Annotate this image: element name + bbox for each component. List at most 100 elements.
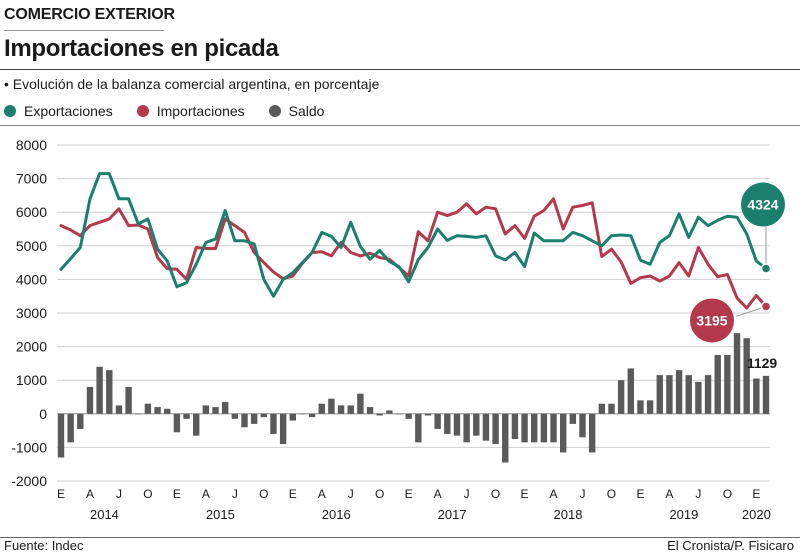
section-underline (4, 30, 164, 31)
x-tick-label: O (723, 487, 732, 501)
chart-subtitle: • Evolución de la balanza comercial arge… (4, 76, 380, 92)
saldo-bar (86, 386, 94, 414)
y-tick-label: -1000 (11, 439, 47, 455)
saldo-bar (521, 413, 528, 443)
saldo-bar (704, 375, 712, 414)
year-label: 2017 (438, 507, 467, 522)
saldo-bar (695, 381, 702, 414)
saldo-bar (135, 413, 142, 415)
saldo-bar (202, 405, 210, 414)
saldo-bar (579, 413, 586, 438)
legend-item-exportaciones: Exportaciones (4, 103, 113, 119)
callout-bubble-exportaciones (741, 182, 785, 227)
saldo-bar (318, 403, 325, 414)
x-tick-label: A (550, 487, 558, 501)
saldo-bar (308, 413, 316, 418)
end-point-exportaciones (760, 263, 772, 274)
x-tick-label: E (752, 487, 760, 501)
y-axis-ticks: -2000 -1000 0 1000 2000 3000 4000 5000 6000 7000 8… (11, 137, 47, 489)
x-tick-label: J (232, 487, 238, 501)
y-tick-label: 2000 (16, 339, 47, 355)
balance-chart: -2000 -1000 0 1000 2000 3000 4000 5000 6000 7000 8… (11, 137, 785, 522)
saldo-bar (154, 407, 161, 414)
saldo-bar (511, 413, 519, 439)
saldo-bar (646, 400, 654, 414)
saldo-bar (144, 403, 152, 414)
series-line-importaciones (59, 197, 768, 310)
saldo-bar (588, 413, 596, 453)
saldo-bar (675, 370, 683, 414)
saldo-bar (193, 413, 200, 436)
saldo-bar (357, 393, 364, 414)
x-tick-label: E (289, 487, 297, 501)
saldo-bar (637, 400, 644, 414)
saldo-bar (386, 410, 393, 414)
saldo-bar (96, 366, 103, 414)
saldo-bar (250, 413, 258, 424)
callout-value-importaciones: 3195 (696, 312, 727, 328)
callout-value-saldo: 1129 (747, 355, 778, 371)
saldo-bar (173, 413, 181, 433)
saldo-bar (395, 413, 403, 415)
saldo-bar (231, 413, 239, 419)
y-tick-label: 0 (39, 406, 47, 422)
end-callouts: 4324 3195 1129 (690, 182, 785, 371)
section-label: COMERCIO EXTERIOR (4, 6, 175, 23)
year-label: 2016 (322, 507, 351, 522)
saldo-bar (241, 413, 248, 428)
saldo-bar (221, 402, 229, 414)
saldo-bar (405, 413, 412, 419)
legend-label-exportaciones: Exportaciones (24, 103, 113, 119)
saldo-bar (453, 413, 461, 436)
saldo-bar (434, 413, 441, 429)
legend-label-saldo: Saldo (288, 103, 325, 119)
y-tick-label: 5000 (16, 238, 47, 254)
x-tick-label: E (173, 487, 181, 501)
y-tick-label: 4000 (16, 271, 47, 287)
saldo-bar (753, 378, 760, 414)
grid-layer (57, 144, 770, 482)
saldo-bar (743, 338, 750, 414)
saldo-bar (482, 413, 490, 441)
y-tick-label: 6000 (16, 204, 47, 220)
source-note: Fuente: Indec (4, 538, 84, 553)
saldo-bar (685, 375, 692, 414)
y-tick-label: 1000 (16, 372, 47, 388)
callout-leader-importaciones (735, 305, 767, 317)
callout-bubble-importaciones (690, 298, 734, 343)
saldo-bar (125, 386, 132, 414)
page-title: Importaciones en picada (4, 35, 279, 62)
y-tick-label: 7000 (16, 171, 47, 187)
year-label: 2014 (90, 507, 119, 522)
saldo-bar (724, 355, 731, 414)
y-tick-label: 8000 (16, 137, 47, 153)
saldo-bar (299, 413, 306, 415)
series-line-exportaciones (59, 172, 768, 298)
footer-divider (0, 537, 800, 538)
saldo-bars (57, 333, 770, 463)
saldo-bar (733, 333, 741, 414)
x-tick-label: O (491, 487, 500, 501)
x-axis-ticks: E A J O E A J O E A J O E A J O E A J O E A J O E 2014 2015 2016 201… (57, 487, 771, 522)
x-tick-label: J (580, 487, 586, 501)
saldo-bar (212, 407, 219, 414)
saldo-bar (106, 370, 113, 414)
x-tick-label: E (636, 487, 644, 501)
y-tick-label: -2000 (11, 473, 47, 489)
x-tick-label: O (607, 487, 616, 501)
saldo-bar (366, 407, 374, 414)
legend-label-importaciones: Importaciones (156, 103, 245, 119)
saldo-bar (531, 413, 538, 443)
saldo-bar (569, 413, 577, 424)
saldo-bar (559, 413, 567, 453)
saldo-bar (540, 413, 548, 443)
saldo-bar (415, 413, 422, 443)
saldo-bar (463, 413, 470, 443)
saldo-bar (376, 413, 383, 416)
end-point-importaciones (760, 301, 772, 312)
legend-item-saldo: Saldo (268, 103, 325, 119)
saldo-bar (550, 413, 557, 443)
x-tick-label: E (521, 487, 529, 501)
saldo-bar (67, 413, 74, 443)
saldo-bar (473, 413, 480, 436)
